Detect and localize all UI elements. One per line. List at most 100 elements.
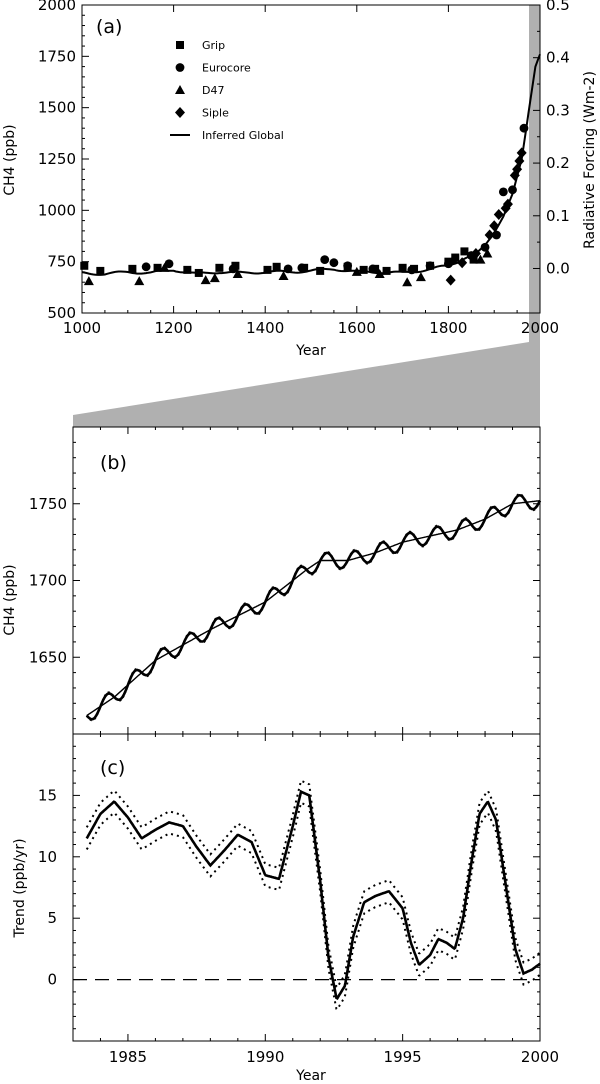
eurocore-point bbox=[407, 265, 417, 275]
y-tick-label: 1750 bbox=[38, 47, 76, 65]
y-tick-label: 500 bbox=[47, 304, 76, 322]
d47-point bbox=[402, 277, 413, 287]
panel-b: 1650 1700 1750 (b) CH4 (ppb) bbox=[2, 426, 542, 735]
eurocore-point bbox=[492, 230, 501, 240]
grip-point bbox=[359, 265, 368, 274]
y-tick-label: 5 bbox=[47, 909, 57, 927]
y-tick-label: 0 bbox=[47, 971, 57, 989]
y-tick-label: 15 bbox=[38, 786, 57, 804]
eurocore-point bbox=[320, 255, 330, 265]
y-tick-label: 1700 bbox=[29, 572, 67, 590]
siple-point bbox=[516, 147, 527, 159]
y-tick-label: 1750 bbox=[29, 495, 67, 513]
d47-point bbox=[232, 268, 243, 278]
panel-c-y-label: Trend (ppb/yr) bbox=[12, 838, 28, 938]
d47-point bbox=[351, 266, 362, 276]
y-tick-label: 1250 bbox=[38, 150, 76, 168]
panel-b-marks bbox=[85, 493, 542, 722]
y2-tick-label: 0.4 bbox=[546, 49, 570, 67]
x-tick-label: 2000 bbox=[521, 1048, 559, 1066]
siple-point bbox=[457, 257, 468, 269]
siple-point bbox=[512, 163, 523, 175]
legend-grip-symbol bbox=[176, 41, 184, 49]
legend-inferred-global-label: Inferred Global bbox=[202, 129, 284, 142]
grip-point bbox=[398, 263, 407, 272]
x-tick-label: 1800 bbox=[429, 319, 467, 337]
legend-d47-symbol bbox=[175, 85, 185, 94]
y2-tick-label: 0.2 bbox=[546, 154, 570, 172]
eurocore-point bbox=[141, 262, 151, 272]
panel-a-x-label: Year bbox=[295, 343, 326, 359]
panel-b-x-axis bbox=[99, 427, 514, 734]
panel-a-y2-label: Radiative Forcing (Wm-2) bbox=[582, 71, 598, 249]
y-tick-label: 1000 bbox=[38, 201, 76, 219]
eurocore-point bbox=[508, 185, 517, 195]
y2-tick-label: 0.0 bbox=[546, 259, 570, 277]
panel-c-label: (c) bbox=[100, 757, 125, 779]
panel-a-label: (a) bbox=[96, 16, 122, 38]
y-tick-label: 2000 bbox=[38, 0, 76, 14]
grip-point bbox=[194, 268, 203, 277]
panel-a-frame bbox=[81, 4, 541, 314]
panel-c-x-axis: 1985 1990 1995 2000 bbox=[99, 734, 559, 1066]
siple-point bbox=[445, 274, 456, 286]
panel-a-x-axis: 1000 1200 1400 1600 1800 2000 bbox=[63, 5, 559, 337]
panel-b-y-axis: 1650 1700 1750 bbox=[29, 441, 540, 720]
panel-c-x-label: Year bbox=[295, 1068, 326, 1084]
grip-point bbox=[96, 266, 105, 275]
grip-point bbox=[460, 247, 469, 256]
ch4-trend-line bbox=[86, 500, 540, 717]
siple-point bbox=[493, 208, 504, 220]
panel-a-legend: Grip Eurocore D47 Siple Inferred Global bbox=[170, 39, 284, 142]
y2-tick-label: 0.1 bbox=[546, 207, 570, 225]
panel-a-y2-axis: 0.0 0.1 0.2 0.3 0.4 0.5 bbox=[533, 0, 570, 277]
trend-upper-bound-line bbox=[85, 779, 541, 989]
eurocore-point bbox=[228, 264, 238, 274]
grip-point bbox=[183, 265, 192, 274]
eurocore-point bbox=[498, 187, 508, 197]
panel-a-marks bbox=[80, 53, 541, 287]
siple-point bbox=[489, 220, 500, 232]
d47-point bbox=[374, 268, 385, 278]
panel-c-y-axis: 0 5 10 15 bbox=[38, 745, 540, 1030]
grip-point bbox=[451, 253, 460, 262]
panel-a-y-label: CH4 (ppb) bbox=[2, 124, 18, 195]
d47-point bbox=[475, 254, 486, 264]
y-tick-label: 10 bbox=[38, 848, 57, 866]
panel-b-label: (b) bbox=[100, 452, 127, 474]
panel-b-y-label: CH4 (ppb) bbox=[2, 564, 18, 635]
y-tick-label: 750 bbox=[47, 253, 76, 271]
legend-siple-label: Siple bbox=[202, 107, 229, 120]
siple-point bbox=[470, 247, 481, 259]
d47-point bbox=[159, 262, 170, 272]
siple-point bbox=[484, 229, 495, 241]
x-tick-label: 1400 bbox=[246, 319, 284, 337]
eurocore-point bbox=[283, 264, 293, 274]
grip-point bbox=[272, 262, 281, 271]
x-tick-label: 1600 bbox=[338, 319, 376, 337]
y-tick-label: 1650 bbox=[29, 648, 67, 666]
eurocore-point bbox=[519, 123, 529, 133]
grip-point bbox=[153, 263, 162, 272]
y-tick-label: 1500 bbox=[38, 99, 76, 117]
ch4-fitted-line bbox=[85, 493, 542, 721]
grip-point bbox=[128, 264, 137, 273]
legend-siple-symbol bbox=[175, 107, 185, 118]
d47-point bbox=[482, 248, 493, 258]
zoom-connector bbox=[73, 313, 540, 427]
d47-point bbox=[83, 276, 94, 286]
eurocore-point bbox=[343, 261, 353, 271]
zoom-bar bbox=[529, 5, 540, 313]
panel-c-marks bbox=[73, 779, 541, 1011]
grip-point bbox=[80, 261, 89, 270]
x-tick-label: 1995 bbox=[384, 1048, 422, 1066]
eurocore-point bbox=[297, 263, 307, 273]
d47-point bbox=[209, 273, 220, 283]
eurocore-point bbox=[368, 264, 378, 274]
y2-tick-label: 0.3 bbox=[546, 101, 570, 119]
panel-b-frame bbox=[72, 426, 541, 735]
d47-point bbox=[134, 276, 145, 286]
grip-point bbox=[469, 255, 478, 264]
ch4-observed-dotted-line bbox=[85, 493, 541, 722]
